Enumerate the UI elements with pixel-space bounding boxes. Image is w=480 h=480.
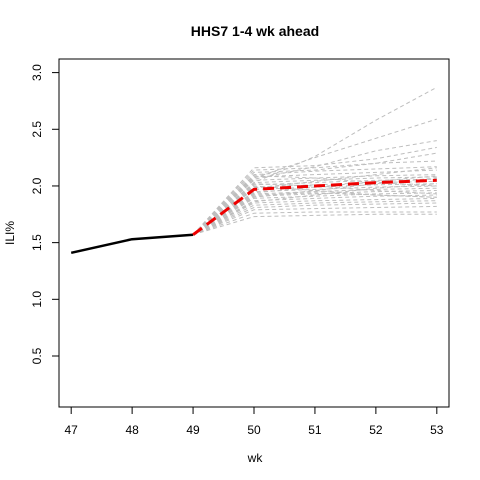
trajectory-line xyxy=(192,118,437,236)
trajectory-line xyxy=(192,192,437,236)
y-tick-label: 1.0 xyxy=(30,291,44,308)
y-tick-label: 2.0 xyxy=(30,177,44,194)
trajectory-line xyxy=(192,197,437,236)
trajectory-line xyxy=(192,146,437,236)
trajectory-line xyxy=(192,205,437,236)
x-tick-label: 49 xyxy=(186,423,200,437)
trajectory-line xyxy=(192,178,437,236)
observed-series xyxy=(70,233,194,255)
trajectory-line xyxy=(192,185,437,236)
x-axis: 47 48 49 50 51 52 53 xyxy=(65,406,444,437)
trajectory-line xyxy=(192,166,437,236)
x-tick-label: 48 xyxy=(125,423,139,437)
trajectory-line xyxy=(192,174,437,236)
trajectory-line xyxy=(192,160,437,236)
plot-frame xyxy=(58,58,450,408)
trajectory-line xyxy=(192,152,437,236)
x-tick-label: 50 xyxy=(247,423,261,437)
y-tick-label: 1.5 xyxy=(30,234,44,251)
x-tick-label: 47 xyxy=(65,423,79,437)
x-tick-label: 52 xyxy=(369,423,383,437)
trajectory-line xyxy=(192,192,437,236)
y-axis-label: ILI% xyxy=(3,221,17,245)
x-tick-label: 51 xyxy=(308,423,322,437)
y-tick-label: 2.5 xyxy=(30,121,44,138)
trajectory-line xyxy=(192,187,437,236)
forecast-mean-series xyxy=(192,178,437,236)
trajectory-line xyxy=(192,140,437,236)
x-tick-label: 53 xyxy=(430,423,444,437)
trajectory-line xyxy=(192,211,437,236)
x-axis-label: wk xyxy=(247,451,264,465)
observed-line xyxy=(70,233,194,255)
trajectory-line xyxy=(192,183,437,236)
chart-title: HHS7 1-4 wk ahead xyxy=(191,23,319,39)
y-tick-label: 3.0 xyxy=(30,64,44,81)
trajectory-line xyxy=(192,169,437,236)
y-axis: 0.5 1.0 1.5 2.0 2.5 3.0 xyxy=(30,64,60,364)
trajectory-line xyxy=(192,213,437,236)
trajectory-line xyxy=(192,176,437,236)
y-tick-label: 0.5 xyxy=(30,347,44,364)
trajectory-line xyxy=(192,200,437,236)
forecast-mean-line xyxy=(192,178,437,236)
trajectory-line xyxy=(192,202,437,236)
trajectory-line xyxy=(192,185,437,236)
trajectory-line xyxy=(192,175,437,236)
trajectory-lines xyxy=(192,86,438,236)
trajectory-line xyxy=(192,86,438,236)
